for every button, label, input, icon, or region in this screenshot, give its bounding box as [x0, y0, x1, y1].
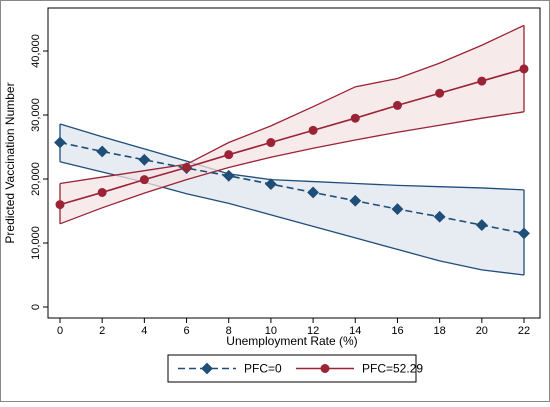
data-point-0-7 — [349, 194, 362, 207]
legend-label-0: PFC=0 — [244, 362, 282, 376]
data-point-0-2 — [138, 153, 151, 166]
data-point-0-5 — [265, 178, 277, 191]
data-point-1-4 — [224, 150, 234, 160]
series-line-1 — [59, 68, 525, 206]
data-point-1-0 — [55, 200, 65, 210]
y-axis-title: Predicted Vaccination Number — [3, 82, 17, 243]
x-tick-label-6: 12 — [307, 325, 319, 337]
data-point-1-7 — [350, 113, 360, 123]
series-markers — [54, 64, 530, 240]
y-tick-label-4: 40,000 — [30, 34, 42, 68]
data-point-1-2 — [139, 175, 149, 185]
data-point-1-8 — [392, 100, 402, 110]
ci-lower-1 — [59, 111, 525, 225]
plot-frame — [47, 7, 541, 319]
data-point-1-5 — [266, 138, 276, 148]
axes: 0 2 4 6 8 10 12 14 16 18 20 22 0 10,000 20,000 30,000 40… — [30, 34, 530, 337]
data-point-0-1 — [96, 145, 109, 158]
ci-band-0 — [60, 123, 524, 276]
ci-bands — [59, 24, 525, 276]
series-line-0 — [59, 141, 525, 235]
series-lines — [59, 68, 525, 235]
data-point-1-3 — [182, 162, 192, 172]
x-tick-label-11: 22 — [518, 325, 530, 337]
x-tick-label-10: 20 — [476, 325, 488, 337]
x-tick-label-4: 8 — [226, 325, 232, 337]
data-point-1-1 — [97, 187, 107, 197]
legend-label-1: PFC=52.29 — [362, 362, 423, 376]
x-tick-label-1: 2 — [99, 325, 105, 337]
y-tick-label-3: 30,000 — [30, 98, 42, 132]
legend-swatch-marker-1 — [320, 364, 330, 373]
data-point-1-9 — [435, 88, 445, 98]
x-tick-label-7: 14 — [349, 325, 361, 337]
ci-upper-1 — [59, 24, 525, 185]
data-point-1-10 — [477, 76, 487, 86]
legend-swatch-marker-0 — [201, 362, 213, 375]
y-tick-label-1: 10,000 — [30, 226, 42, 260]
data-point-0-6 — [307, 186, 319, 199]
data-point-0-11 — [518, 227, 530, 240]
y-tick-label-2: 20,000 — [30, 162, 42, 196]
x-axis-title: Unemployment Rate (%) — [226, 334, 357, 348]
data-point-0-10 — [475, 219, 488, 231]
y-tick-label-0: 0 — [30, 304, 42, 310]
x-tick-label-3: 6 — [183, 325, 189, 337]
x-tick-label-0: 0 — [57, 325, 63, 337]
x-tick-label-2: 4 — [141, 325, 147, 337]
data-point-1-11 — [519, 64, 529, 74]
ci-upper-0 — [59, 123, 525, 191]
x-tick-label-8: 16 — [391, 325, 403, 337]
x-tick-label-9: 18 — [434, 325, 446, 337]
data-point-0-9 — [433, 210, 446, 223]
x-tick-label-5: 10 — [265, 325, 277, 337]
data-point-0-0 — [54, 136, 66, 149]
legend: PFC=0 PFC=52.29 — [167, 354, 423, 383]
data-point-0-8 — [391, 203, 404, 215]
data-point-0-4 — [222, 169, 235, 182]
data-point-1-6 — [308, 125, 318, 135]
